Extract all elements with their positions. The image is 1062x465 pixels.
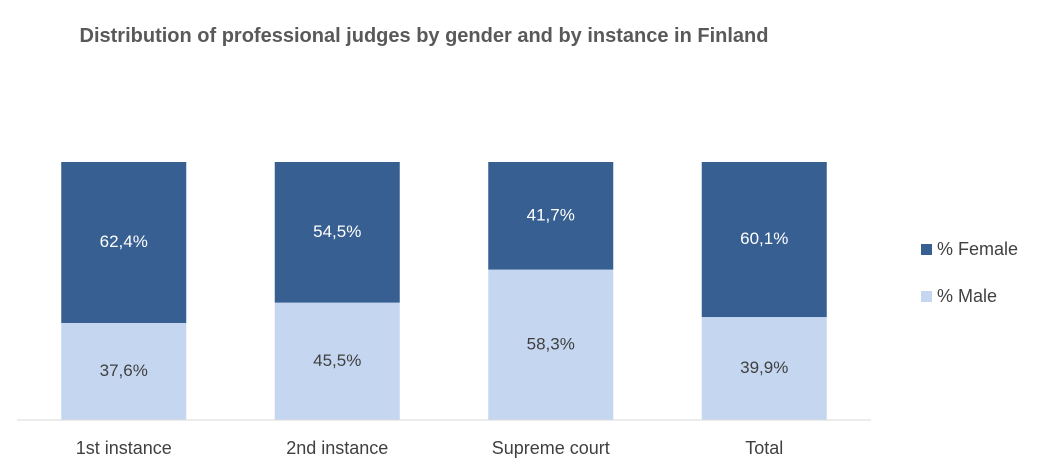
x-tick-label: 2nd instance: [286, 438, 388, 458]
bar-segment: [61, 162, 187, 323]
bar-segment: [274, 162, 400, 303]
bar-segment: [488, 162, 614, 270]
data-label: 54,5%: [313, 222, 361, 241]
bar-segment: [488, 269, 614, 420]
bar-segment: [274, 302, 400, 420]
data-label: 58,3%: [527, 334, 575, 353]
legend-swatch: [921, 244, 932, 255]
data-label: 60,1%: [740, 229, 788, 248]
legend-swatch: [921, 291, 932, 302]
bar-segment: [701, 317, 827, 420]
data-label: 41,7%: [527, 205, 575, 224]
legend-label: % Male: [937, 286, 997, 306]
x-tick-label: Supreme court: [492, 438, 610, 458]
data-label: 45,5%: [313, 351, 361, 370]
data-label: 37,6%: [100, 361, 148, 380]
legend-label: % Female: [937, 239, 1018, 259]
bar-segment: [61, 322, 187, 420]
data-label: 39,9%: [740, 358, 788, 377]
bar-segment: [701, 162, 827, 318]
x-tick-label: Total: [745, 438, 783, 458]
data-label: 62,4%: [100, 232, 148, 251]
chart-title: Distribution of professional judges by g…: [79, 25, 769, 47]
x-tick-label: 1st instance: [76, 438, 172, 458]
